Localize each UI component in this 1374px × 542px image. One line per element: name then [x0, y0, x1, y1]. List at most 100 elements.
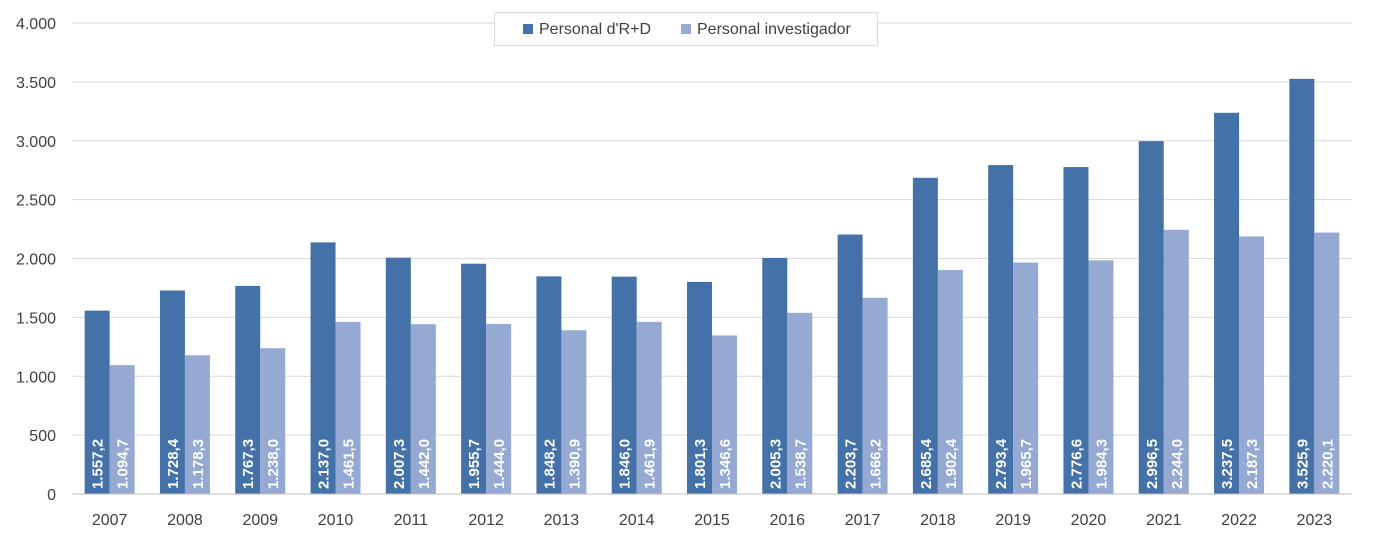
legend-item-series-2: Personal investigador — [681, 21, 851, 39]
data-label-series-1: 3.237,5 — [1219, 439, 1236, 489]
data-label-series-2: 1.346,6 — [717, 439, 734, 489]
data-label-series-2: 1.666,2 — [868, 439, 885, 489]
data-label-series-1: 1.801,3 — [692, 439, 709, 489]
bar-series-1 — [385, 257, 411, 494]
bar-series-1 — [310, 242, 336, 494]
x-tick-label: 2016 — [769, 512, 805, 529]
bars: 1.557,2 1.094,7 1.728,4 1.178,3 1.767,3 1.238… — [84, 78, 1340, 495]
legend-label-series-1: Personal d'R+D — [539, 21, 651, 38]
x-tick-label: 2015 — [694, 512, 730, 529]
legend-swatch-series-2 — [681, 24, 691, 34]
y-tick-label: 1.500 — [16, 310, 56, 327]
x-tick-label: 2013 — [544, 512, 580, 529]
legend: Personal d'R+D Personal investigador — [494, 12, 878, 46]
bar-series-2 — [1088, 260, 1114, 494]
y-tick-label: 3.000 — [16, 134, 56, 151]
data-label-series-2: 1.444,0 — [491, 439, 508, 489]
data-label-series-1: 1.728,4 — [165, 438, 182, 489]
bar-series-2 — [1163, 229, 1189, 495]
bar-series-1 — [988, 165, 1014, 494]
data-label-series-1: 2.793,4 — [993, 438, 1010, 489]
data-label-series-1: 2.776,6 — [1068, 439, 1085, 489]
data-label-series-1: 1.767,3 — [240, 439, 257, 489]
legend-item-series-1: Personal d'R+D — [523, 21, 651, 39]
bar-series-1 — [159, 290, 185, 494]
x-tick-label: 2017 — [845, 512, 881, 529]
x-tick-label: 2022 — [1221, 512, 1257, 529]
data-label-series-2: 1.984,3 — [1093, 439, 1110, 489]
x-tick-label: 2019 — [995, 512, 1031, 529]
x-tick-label: 2011 — [394, 512, 429, 529]
x-tick-label: 2018 — [920, 512, 956, 529]
bar-series-1 — [536, 276, 562, 494]
bar-series-2 — [712, 335, 737, 494]
bar-series-2 — [486, 323, 512, 494]
legend-swatch-series-1 — [523, 24, 533, 34]
data-label-series-1: 1.848,2 — [541, 439, 558, 489]
bar-series-2 — [109, 365, 135, 494]
bar-series-1 — [762, 257, 788, 494]
data-label-series-1: 2.996,5 — [1144, 439, 1161, 489]
y-tick-label: 0 — [47, 487, 56, 504]
bar-series-2 — [410, 324, 436, 494]
data-label-series-2: 1.538,7 — [792, 439, 809, 489]
y-tick-label: 4.000 — [16, 16, 56, 33]
bar-series-2 — [1013, 262, 1039, 494]
data-label-series-2: 2.220,1 — [1319, 439, 1336, 489]
data-label-series-2: 1.442,0 — [416, 439, 433, 489]
data-label-series-2: 1.965,7 — [1018, 439, 1035, 489]
data-label-series-2: 1.094,7 — [115, 439, 132, 489]
bar-series-2 — [260, 348, 286, 494]
x-tick-label: 2008 — [167, 512, 203, 529]
data-label-series-1: 2.203,7 — [843, 439, 860, 489]
bar-series-1 — [84, 310, 110, 494]
bar-series-2 — [937, 269, 963, 494]
x-tick-label: 2014 — [619, 512, 655, 529]
bar-series-1 — [1289, 78, 1315, 495]
bar-series-2 — [862, 297, 888, 494]
bar-series-1 — [1138, 141, 1164, 495]
y-tick-label: 2.000 — [16, 252, 56, 269]
bar-series-1 — [611, 276, 637, 494]
bar-series-2 — [335, 321, 361, 494]
x-tick-label: 2007 — [92, 512, 128, 529]
bar-series-2 — [787, 312, 813, 494]
data-label-series-2: 1.461,9 — [642, 439, 659, 489]
data-label-series-1: 2.137,0 — [316, 439, 333, 489]
data-label-series-1: 3.525,9 — [1294, 439, 1311, 489]
x-tick-label: 2021 — [1146, 512, 1182, 529]
data-label-series-1: 1.557,2 — [90, 439, 107, 489]
legend-label-series-2: Personal investigador — [697, 21, 851, 38]
bar-series-1 — [837, 234, 863, 494]
x-tick-label: 2010 — [318, 512, 354, 529]
data-label-series-2: 2.244,0 — [1169, 439, 1186, 489]
bar-series-1 — [912, 177, 938, 495]
bar-series-2 — [184, 355, 210, 494]
x-tick-label: 2020 — [1071, 512, 1107, 529]
bar-series-1 — [461, 263, 487, 494]
data-label-series-1: 2.005,3 — [767, 439, 784, 489]
data-label-series-2: 1.461,5 — [341, 439, 358, 489]
x-axis: 2007 2008 2009 2010 2011 2012 2013 2014 2015 2016… — [72, 493, 1352, 529]
bar-series-2 — [561, 330, 587, 494]
bar-series-1 — [1214, 112, 1240, 495]
bar-series-2 — [636, 321, 662, 494]
y-axis: 0 500 1.000 1.500 2.000 2.500 3.000 3.500 4.000 — [16, 16, 56, 504]
data-label-series-2: 1.902,4 — [943, 438, 960, 489]
data-label-series-1: 2.007,3 — [391, 439, 408, 489]
bar-series-2 — [1314, 232, 1340, 494]
x-tick-label: 2023 — [1297, 512, 1333, 529]
bar-series-1 — [1063, 167, 1089, 494]
data-label-series-1: 1.846,0 — [617, 439, 634, 489]
y-tick-label: 3.500 — [16, 75, 56, 92]
bar-series-1 — [235, 285, 261, 494]
y-tick-label: 1.000 — [16, 369, 56, 386]
data-label-series-2: 1.238,0 — [265, 439, 282, 489]
data-label-series-2: 1.178,3 — [190, 439, 207, 489]
y-tick-label: 2.500 — [16, 193, 56, 210]
data-label-series-2: 1.390,9 — [566, 439, 583, 489]
bar-series-1 — [687, 281, 712, 494]
x-tick-label: 2009 — [242, 512, 278, 529]
y-tick-label: 500 — [29, 428, 56, 445]
